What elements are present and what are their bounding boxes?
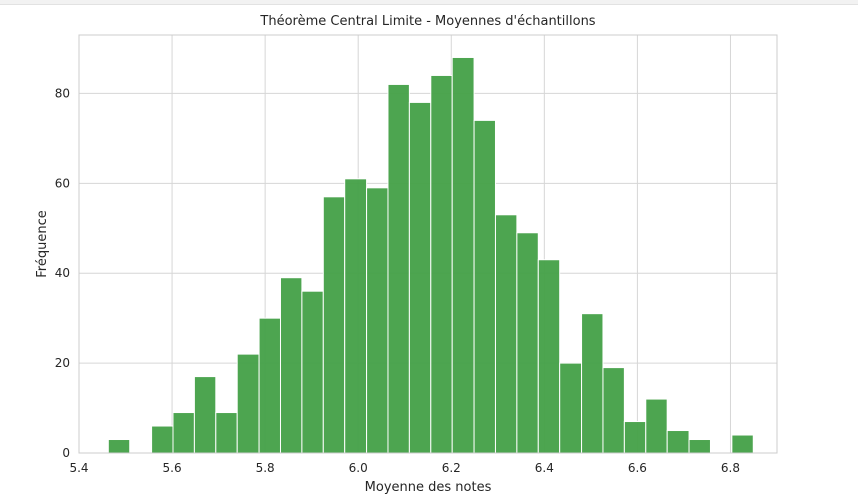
histogram-bar [258, 317, 281, 454]
x-tick-label: 6.0 [349, 461, 368, 475]
histogram-bar [666, 430, 690, 454]
y-tick-label: 80 [55, 86, 70, 100]
y-tick-label: 40 [55, 266, 70, 280]
histogram-bar [215, 412, 238, 454]
x-tick-label: 6.2 [442, 461, 461, 475]
histogram-bar [559, 362, 583, 454]
histogram-bar [172, 412, 195, 454]
histogram-bar [408, 101, 432, 454]
histogram-bar [430, 74, 453, 454]
histogram-bar [366, 187, 389, 454]
histogram-bar [301, 290, 324, 454]
histogram-bar [623, 421, 647, 454]
x-tick-label: 6.4 [535, 461, 554, 475]
histogram-bar [494, 214, 518, 454]
histogram-bar [322, 196, 346, 454]
y-tick-labels: 0 20 40 60 80 [55, 86, 70, 460]
histogram-bar [193, 376, 217, 454]
histogram-bar [645, 398, 668, 454]
histogram-bars [107, 56, 754, 454]
histogram-bar [731, 434, 754, 454]
x-axis-label: Moyenne des notes [365, 480, 492, 495]
x-tick-labels: 5.4 5.6 5.8 6.0 6.2 6.4 6.6 6.8 [69, 461, 740, 475]
histogram-bar [473, 119, 496, 454]
histogram-bar [387, 83, 410, 454]
y-axis-label: Fréquence [35, 210, 50, 277]
histogram-bar [279, 277, 303, 454]
histogram-bar [344, 178, 368, 454]
histogram-bar [236, 353, 260, 454]
x-tick-label: 5.8 [256, 461, 275, 475]
x-tick-label: 5.6 [163, 461, 182, 475]
x-tick-label: 5.4 [69, 461, 88, 475]
histogram-bar [516, 232, 539, 454]
y-tick-label: 20 [55, 356, 70, 370]
histogram-bar [107, 439, 131, 454]
y-tick-label: 60 [55, 176, 70, 190]
y-tick-label: 0 [62, 446, 70, 460]
histogram-bar [451, 56, 475, 454]
histogram-bar [688, 439, 711, 454]
chart-title: Théorème Central Limite - Moyennes d'éch… [259, 14, 595, 29]
x-tick-label: 6.6 [628, 461, 647, 475]
plot-frame [78, 34, 778, 454]
top-toolbar-strip [0, 0, 858, 5]
x-tick-label: 6.8 [721, 461, 740, 475]
histogram-bar [581, 313, 604, 454]
histogram-bar [602, 367, 625, 454]
histogram-bar [151, 425, 174, 454]
histogram-bar [537, 259, 561, 454]
